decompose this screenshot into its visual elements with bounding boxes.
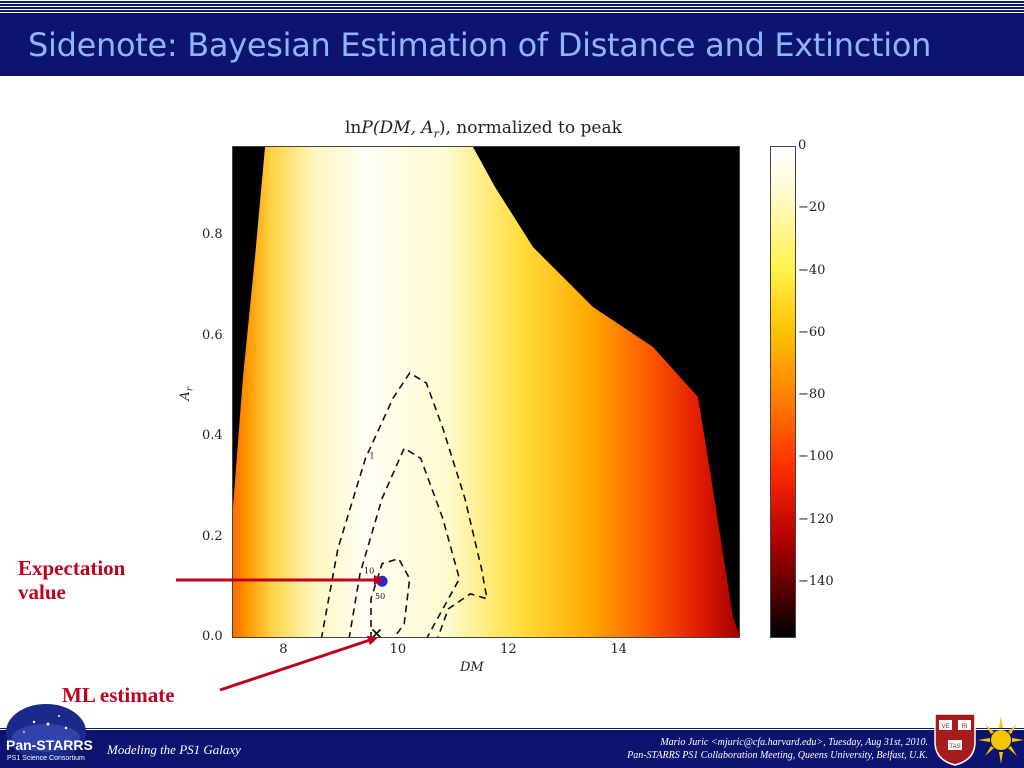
- x-tick-label: 8: [279, 642, 288, 657]
- y-tick-label: 0.8: [202, 227, 223, 243]
- colorbar-tick-label: 0: [798, 138, 807, 153]
- title-bar: [0, 14, 1024, 76]
- harvard-shield-icon: VE RI TAS: [934, 713, 976, 766]
- contour-line-1: [320, 371, 489, 637]
- svg-text:TAS: TAS: [949, 744, 960, 750]
- smithsonian-sun-icon: [978, 716, 1024, 764]
- ml-annotation: ML estimate: [62, 683, 175, 707]
- contour-line-50: [370, 557, 411, 637]
- svg-text:RI: RI: [962, 724, 968, 730]
- y-tick-label: 0.2: [202, 528, 223, 544]
- colorbar: [770, 146, 796, 638]
- footer-stripes: [0, 727, 1024, 731]
- y-tick-label: 0.6: [202, 327, 223, 343]
- x-tick-label: 14: [610, 642, 628, 657]
- plot-title-prefix: ln: [345, 118, 362, 138]
- contour-line-10: [348, 447, 461, 637]
- slide-title: Sidenote: Bayesian Estimation of Distanc…: [28, 26, 932, 64]
- colorbar-tick-label: −140: [798, 573, 834, 589]
- colorbar-tick-label: −80: [798, 387, 826, 403]
- footer-left-text: Modeling the PS1 Galaxy: [107, 742, 241, 757]
- x-tick-label: 10: [389, 642, 407, 657]
- top-stripes: [0, 0, 1024, 14]
- plot-title-suffix: ), normalized to peak: [438, 118, 622, 138]
- expectation-label-line1: Expectation: [18, 556, 126, 580]
- ml-arrow: [219, 635, 378, 692]
- x-tick-label: 12: [500, 642, 517, 657]
- logo-text: Pan-STARRS: [6, 737, 93, 753]
- colorbar-tick-label: −120: [798, 511, 834, 527]
- expectation-label-line2: value: [18, 580, 66, 605]
- colorbar-tick-label: −20: [798, 200, 826, 216]
- footer-right-text: Mario Juric <mjuric@cfa.harvard.edu>, Tu…: [627, 736, 928, 762]
- x-axis-label: DM: [460, 660, 484, 675]
- plot-title-sub: r: [433, 127, 439, 141]
- footer-bar: [0, 731, 1024, 768]
- heatmap-plot: 1 10 50: [232, 146, 740, 638]
- pan-starrs-logo-icon: [6, 704, 86, 760]
- y-tick-label: 0.4: [202, 428, 223, 444]
- footer-right-line2: Pan-STARRS PS1 Collaboration Meeting, Qu…: [627, 750, 928, 761]
- logo-subtext: PS1 Science Consortium: [7, 755, 85, 762]
- colorbar-tick-label: −40: [798, 262, 826, 278]
- svg-text:VE: VE: [941, 724, 949, 730]
- contour-label: 10: [364, 567, 374, 576]
- heatmap-canvas: 1 10 50: [233, 147, 739, 637]
- colorbar-tick-label: −100: [798, 449, 834, 465]
- y-tick-label: 0.0: [202, 629, 223, 644]
- contour-label: 50: [375, 592, 385, 601]
- footer-right-line1: Mario Juric <mjuric@cfa.harvard.edu>, Tu…: [660, 737, 928, 748]
- plot-title-math: P(DM, A: [361, 118, 434, 138]
- expectation-annotation: Expectation value: [18, 556, 125, 604]
- colorbar-tick-label: −60: [798, 324, 826, 340]
- contour-label: 1: [370, 451, 375, 460]
- plot-title: lnP(DM, Ar), normalized to peak: [345, 118, 622, 140]
